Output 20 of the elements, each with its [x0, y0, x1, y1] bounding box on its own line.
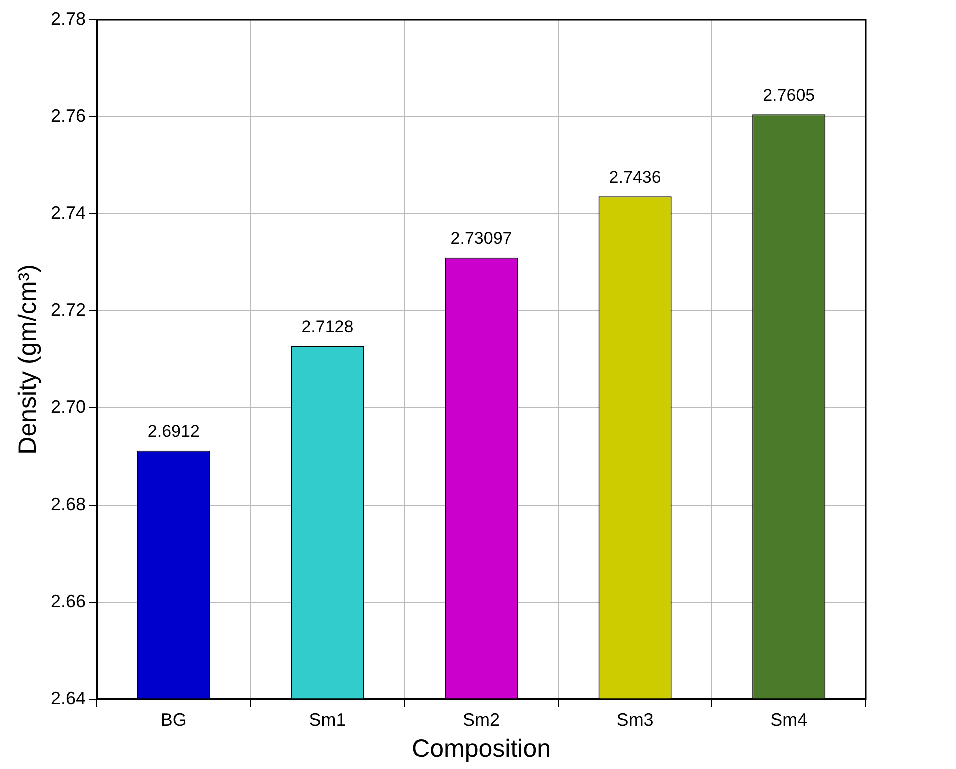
x-tick-label: BG	[160, 710, 187, 730]
data-label: 2.6912	[148, 422, 200, 442]
y-tick-label: 2.76	[50, 106, 86, 126]
data-label: 2.73097	[450, 229, 512, 248]
data-label: 2.7128	[302, 317, 354, 336]
y-tick-label: 2.64	[50, 688, 86, 708]
data-label: 2.7605	[763, 86, 816, 105]
x-tick-label: Sm3	[616, 710, 654, 730]
y-axis-title: Density (gm/cm³)	[14, 264, 42, 455]
y-tick-label: 2.78	[50, 8, 86, 29]
y-tick-label: 2.70	[50, 397, 86, 418]
y-tick-label: 2.74	[50, 203, 86, 224]
x-tick-label: Sm1	[309, 710, 346, 730]
x-tick-label: Sm2	[463, 710, 500, 730]
x-axis-title: Composition	[412, 734, 551, 763]
data-label: 2.7436	[609, 168, 662, 187]
x-tick-label: Sm4	[770, 710, 808, 730]
y-tick-label: 2.68	[50, 494, 86, 514]
y-tick-label: 2.66	[50, 591, 86, 612]
y-tick-label: 2.72	[50, 300, 86, 320]
